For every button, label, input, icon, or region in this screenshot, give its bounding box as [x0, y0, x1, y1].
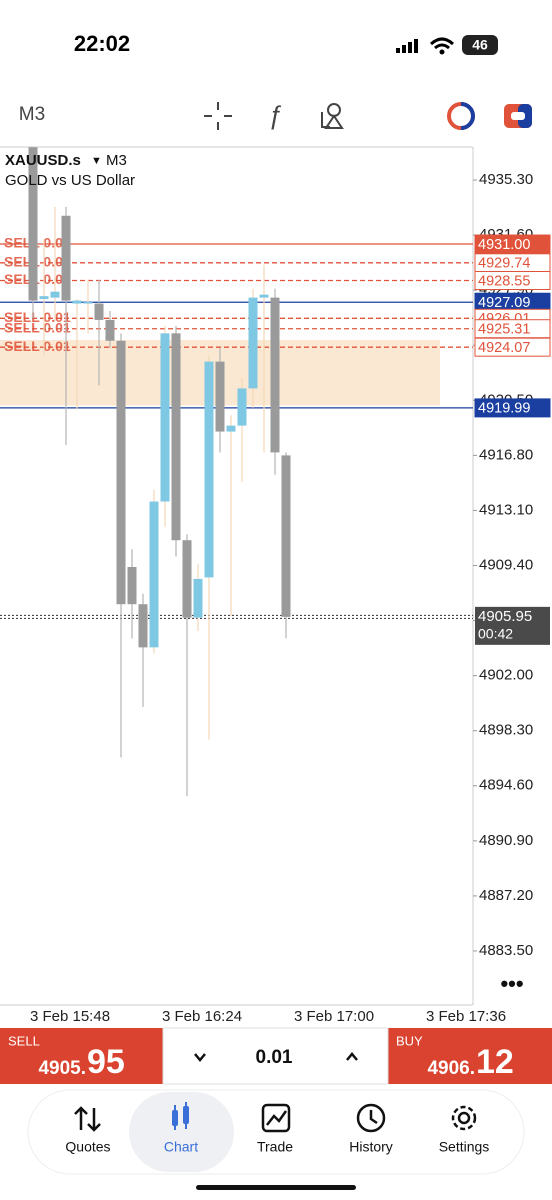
countdown-timer: 00:42: [478, 626, 513, 642]
dropdown-caret[interactable]: ▼: [91, 155, 102, 167]
nav-label[interactable]: Settings: [439, 1139, 490, 1155]
x-tick-label: 3 Feb 16:24: [162, 1008, 242, 1025]
candle-body: [116, 340, 126, 605]
candle-body: [83, 302, 93, 304]
candle-body: [138, 604, 148, 648]
price-box-label: 4931.00: [478, 237, 530, 253]
trade-icon[interactable]: [504, 104, 532, 128]
symbol-description: GOLD vs US Dollar: [5, 172, 135, 189]
nav-label[interactable]: Quotes: [65, 1139, 110, 1155]
candle-body: [204, 361, 214, 578]
more-button[interactable]: •••: [500, 971, 523, 996]
x-tick-label: 3 Feb 17:36: [426, 1008, 506, 1025]
price-box: [474, 337, 551, 357]
signal-icon: [396, 39, 418, 53]
candle-body: [105, 319, 115, 341]
lot-increase[interactable]: [346, 1052, 358, 1061]
price-box-label: 4927.09: [478, 295, 530, 311]
candle-body: [193, 578, 203, 618]
trade-nav-icon: [261, 1103, 291, 1133]
symbol: XAUUSD.s: [5, 152, 81, 169]
price-box: [474, 270, 551, 290]
y-tick-label: 4887.20: [479, 887, 533, 904]
candle-body: [226, 425, 236, 432]
price-box-label: 4919.99: [478, 401, 530, 417]
order-label: SELL 0.01: [4, 338, 71, 354]
candle-body: [171, 333, 181, 541]
sell-button[interactable]: [0, 1028, 163, 1084]
account-icon[interactable]: [447, 102, 475, 130]
sell-price: 4905.: [38, 1058, 86, 1079]
candle-body: [50, 291, 60, 298]
candle-body: [237, 388, 247, 426]
candle-body: [61, 215, 71, 301]
settings-icon: [451, 1105, 477, 1131]
x-tick-label: 3 Feb 15:48: [30, 1008, 110, 1025]
y-tick-label: 4883.50: [479, 942, 533, 959]
indicator-icon[interactable]: ƒ: [268, 100, 282, 130]
nav-label[interactable]: Chart: [164, 1139, 198, 1155]
candle-body: [160, 333, 170, 502]
y-tick-label: 4913.10: [479, 501, 533, 518]
price-box-label: 4928.55: [478, 273, 530, 289]
battery-level: 46: [472, 37, 488, 53]
nav-active-bg: [129, 1092, 234, 1172]
buy-pips: 12: [476, 1043, 514, 1081]
candle-body: [94, 303, 104, 320]
order-label: SELL 0.01: [4, 309, 71, 325]
quotes-icon: [74, 1106, 101, 1132]
candle-body: [281, 455, 291, 617]
buy-price: 4906.: [427, 1058, 475, 1079]
nav-label[interactable]: Trade: [257, 1139, 293, 1155]
current-price-box: [475, 606, 550, 645]
crosshair-icon[interactable]: [204, 102, 232, 130]
buy-button[interactable]: [388, 1028, 552, 1084]
candle-body: [149, 501, 159, 648]
home-indicator: [196, 1185, 356, 1190]
candle-body: [72, 300, 82, 304]
current-price-label: 4905.95: [478, 608, 532, 625]
y-tick-label: 4894.60: [479, 777, 533, 794]
buy-label: BUY: [396, 1033, 423, 1048]
x-tick-label: 3 Feb 17:00: [294, 1008, 374, 1025]
price-box-label: 4929.74: [478, 256, 530, 272]
order-label: SELL 0.01: [4, 319, 71, 335]
objects-icon[interactable]: [321, 103, 344, 129]
lot-decrease[interactable]: [194, 1053, 206, 1062]
price-box-label: 4925.31: [478, 322, 530, 338]
y-tick-label: 4909.40: [479, 556, 533, 573]
candle-body: [259, 294, 269, 298]
candle-body: [215, 361, 225, 432]
lot-value[interactable]: 0.01: [256, 1047, 293, 1068]
candle-body: [270, 297, 280, 453]
candle-body: [28, 147, 38, 301]
sell-pips: 95: [87, 1043, 125, 1081]
price-box: [474, 234, 551, 254]
battery-icon: [462, 35, 498, 55]
price-box: [474, 398, 551, 418]
wifi-icon: [429, 37, 455, 50]
nav-label[interactable]: History: [349, 1139, 393, 1155]
chart-timeframe: M3: [106, 152, 127, 169]
candle-body: [182, 540, 192, 618]
y-tick-label: 4935.30: [479, 171, 533, 188]
y-tick-label: 4916.80: [479, 446, 533, 463]
price-box-label: 4924.07: [478, 340, 530, 356]
sell-label: SELL: [8, 1033, 40, 1048]
y-tick-label: 4898.30: [479, 722, 533, 739]
wifi-dot: [439, 49, 445, 55]
candle-body: [127, 566, 137, 605]
y-tick-label: 4890.90: [479, 832, 533, 849]
candle-body: [39, 296, 49, 300]
chart-icon: [172, 1102, 189, 1130]
candle-body: [248, 297, 258, 389]
y-tick-label: 4902.00: [479, 667, 533, 684]
status-time: 22:02: [74, 31, 130, 56]
timeframe-button[interactable]: M3: [19, 104, 45, 125]
history-icon: [356, 1103, 386, 1133]
